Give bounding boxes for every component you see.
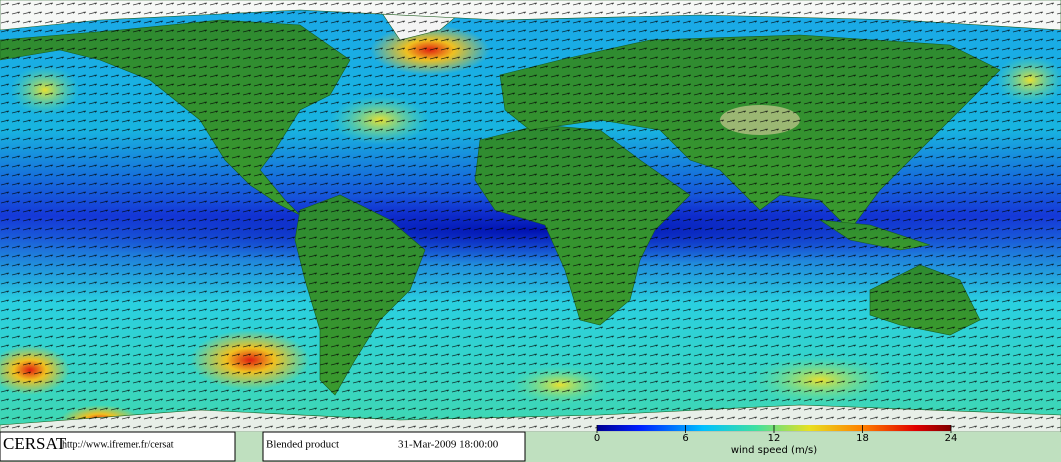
product: Blended product bbox=[266, 439, 339, 451]
timestamp: 31-Mar-2009 18:00:00 bbox=[398, 439, 499, 451]
colorbar-tick-label: 12 bbox=[768, 433, 781, 444]
colorbar-tick-label: 0 bbox=[594, 433, 600, 444]
colorbar-label: wind speed (m/s) bbox=[731, 445, 817, 456]
logo: CERSAT bbox=[3, 434, 67, 453]
colorbar-tick-label: 24 bbox=[945, 433, 958, 444]
colorbar-tick-label: 6 bbox=[682, 433, 688, 444]
wind-vectors bbox=[0, 0, 1061, 432]
colorbar-tick-label: 18 bbox=[856, 433, 869, 444]
url: http://www.ifremer.fr/cersat bbox=[62, 439, 174, 450]
product-box bbox=[262, 431, 526, 462]
logo-box bbox=[0, 431, 236, 462]
